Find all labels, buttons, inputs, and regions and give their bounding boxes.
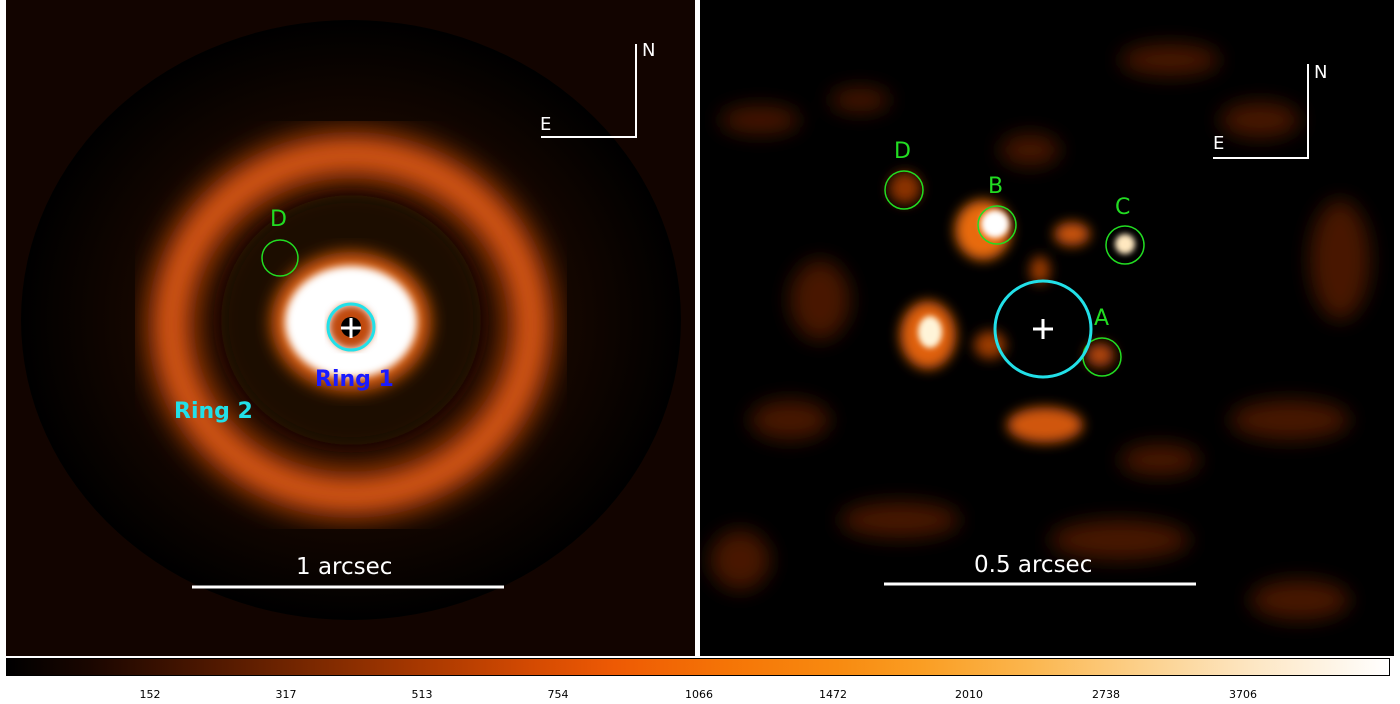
scale-bar-label: 1 arcsec <box>296 554 393 580</box>
compass-arrows <box>541 44 637 138</box>
marker-d-label: D <box>894 139 911 164</box>
marker-c-label: C <box>1115 195 1131 220</box>
colorbar-tick: 2738 <box>1092 688 1120 701</box>
left-image <box>6 0 695 656</box>
colorbar-tick: 152 <box>139 688 161 701</box>
marker-c-circle <box>1105 225 1145 265</box>
marker-d-circle <box>261 239 299 277</box>
compass-east-label: E <box>1213 133 1225 154</box>
colorbar-tick: 513 <box>411 688 433 701</box>
compass-east-label: E <box>540 114 552 135</box>
marker-d-label: D <box>270 207 287 232</box>
marker-b-label: B <box>988 174 1004 199</box>
colorbar-tick: 317 <box>275 688 297 701</box>
marker-a-label: A <box>1094 306 1110 331</box>
colorbar <box>6 658 1390 676</box>
colorbar-tick: 754 <box>547 688 569 701</box>
compass-north-label: N <box>1314 62 1328 83</box>
marker-d-circle <box>884 170 924 210</box>
right-image-panel: N E D B C A 0.5 arcsec <box>700 0 1394 656</box>
colorbar-tick: 3706 <box>1229 688 1257 701</box>
compass-north-label: N <box>642 40 656 61</box>
left-image-panel: N E D Ring 1 Ring 2 1 arcsec <box>6 0 695 656</box>
compass-arrows <box>1213 64 1309 159</box>
marker-b-circle <box>977 205 1017 245</box>
colorbar-tick: 1066 <box>685 688 713 701</box>
colorbar-tick: 2010 <box>955 688 983 701</box>
ring1-circle <box>326 302 376 352</box>
ring1-label: Ring 1 <box>315 367 394 392</box>
ring2-label: Ring 2 <box>174 399 253 424</box>
right-image <box>700 0 1394 656</box>
central-circle <box>993 279 1093 379</box>
colorbar-tick: 1472 <box>819 688 847 701</box>
scale-bar-label: 0.5 arcsec <box>974 552 1093 578</box>
